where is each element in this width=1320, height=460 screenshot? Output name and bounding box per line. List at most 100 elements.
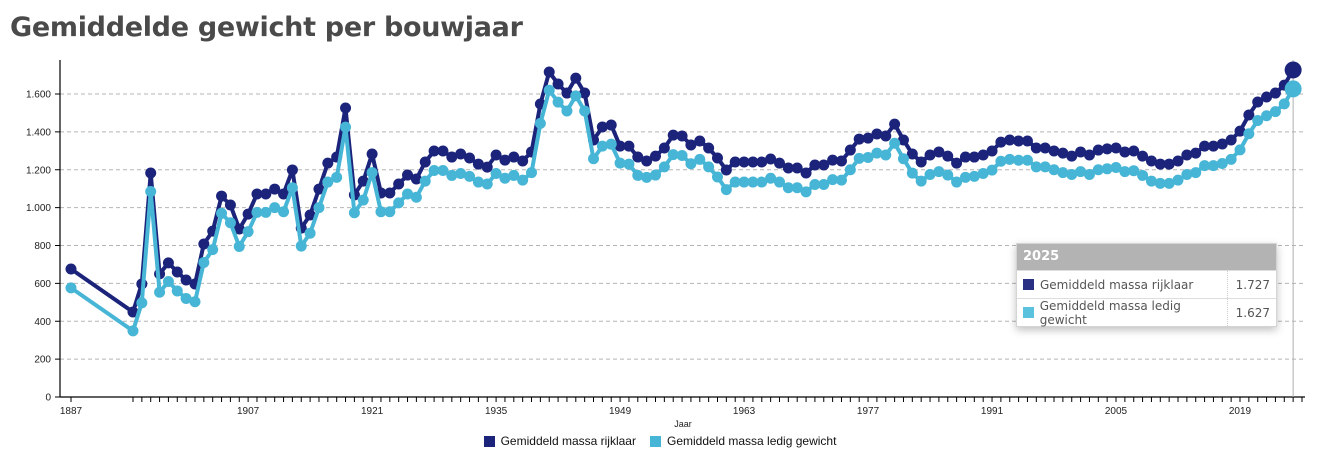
data-point — [437, 145, 449, 157]
data-point — [393, 178, 405, 190]
data-point — [676, 130, 688, 142]
data-point — [658, 161, 670, 173]
data-point — [1234, 144, 1246, 156]
data-point — [216, 207, 228, 219]
data-point — [951, 157, 963, 169]
y-tick-label: 1.600 — [26, 90, 51, 101]
data-point — [1261, 91, 1273, 103]
data-point — [703, 161, 715, 173]
data-point — [446, 151, 458, 163]
data-point — [269, 183, 281, 195]
data-point — [543, 66, 555, 78]
data-point — [623, 158, 635, 170]
data-point — [747, 176, 759, 188]
data-point — [1207, 160, 1219, 172]
data-point — [437, 165, 449, 177]
data-point — [251, 206, 263, 218]
data-point — [853, 152, 865, 164]
data-point — [738, 156, 750, 168]
data-point — [136, 297, 148, 309]
data-point — [641, 171, 653, 183]
data-point — [508, 169, 520, 181]
data-point — [366, 148, 378, 160]
data-point — [180, 293, 192, 305]
data-point — [871, 147, 883, 159]
data-point — [596, 121, 608, 133]
data-point — [198, 238, 210, 250]
data-point — [1013, 135, 1025, 147]
data-point — [180, 274, 192, 286]
data-point — [322, 157, 334, 169]
data-point — [207, 244, 219, 256]
data-point — [224, 199, 236, 211]
data-point — [862, 132, 874, 144]
data-point — [614, 140, 626, 152]
data-point — [844, 164, 856, 176]
data-point — [1030, 142, 1042, 154]
data-point — [260, 188, 272, 200]
data-point — [419, 156, 431, 168]
data-point — [942, 169, 954, 181]
data-point — [1145, 155, 1157, 167]
data-point — [162, 257, 174, 269]
data-point — [729, 176, 741, 188]
data-point — [366, 167, 378, 179]
data-point — [295, 240, 307, 252]
data-point — [596, 140, 608, 152]
data-point — [419, 175, 431, 187]
data-point — [605, 119, 617, 131]
data-point — [1172, 174, 1184, 186]
data-point — [1145, 175, 1157, 187]
data-point — [402, 188, 414, 200]
x-tick-label: 1963 — [733, 406, 756, 417]
data-point — [1163, 158, 1175, 170]
data-point — [313, 202, 325, 214]
data-point — [145, 186, 157, 198]
data-point — [650, 169, 661, 181]
data-point — [410, 191, 422, 203]
data-point — [313, 183, 325, 195]
data-point — [490, 149, 502, 161]
data-point — [517, 174, 529, 186]
data-point — [729, 156, 741, 168]
data-point — [897, 153, 909, 165]
data-point — [906, 167, 918, 179]
data-point — [765, 153, 777, 165]
data-point — [1075, 166, 1087, 178]
data-point — [410, 173, 422, 185]
data-point — [676, 150, 688, 162]
data-point — [357, 175, 369, 187]
y-tick-label: 400 — [34, 317, 51, 328]
data-point — [1101, 143, 1113, 155]
data-point — [304, 209, 316, 221]
data-point — [915, 175, 927, 187]
data-point — [756, 176, 768, 188]
legend-item-rijklaar[interactable]: Gemiddeld massa rijklaar — [483, 434, 636, 448]
data-point — [561, 105, 573, 117]
y-tick-label: 1.200 — [26, 165, 51, 176]
data-point — [322, 176, 334, 188]
data-point — [331, 171, 343, 183]
data-point — [685, 158, 697, 170]
data-point — [340, 102, 352, 114]
data-point — [765, 172, 777, 184]
data-point — [818, 179, 830, 191]
data-point — [871, 128, 883, 140]
data-point — [694, 153, 706, 165]
data-point — [171, 266, 183, 278]
data-point — [1039, 161, 1051, 173]
data-point — [1092, 144, 1104, 156]
legend-item-ledig[interactable]: Gemiddeld massa ledig gewicht — [649, 434, 836, 448]
data-point — [747, 156, 759, 168]
data-point — [1021, 154, 1033, 166]
y-tick-label: 0 — [45, 393, 51, 404]
data-point — [233, 223, 245, 235]
data-point — [1216, 138, 1228, 150]
data-point — [915, 156, 927, 168]
data-point — [924, 149, 936, 161]
data-point — [570, 90, 582, 102]
data-point — [286, 164, 298, 176]
data-point — [490, 168, 502, 180]
tooltip-row-label: Gemiddeld massa ledig gewicht — [1039, 298, 1181, 327]
data-point — [933, 146, 945, 158]
